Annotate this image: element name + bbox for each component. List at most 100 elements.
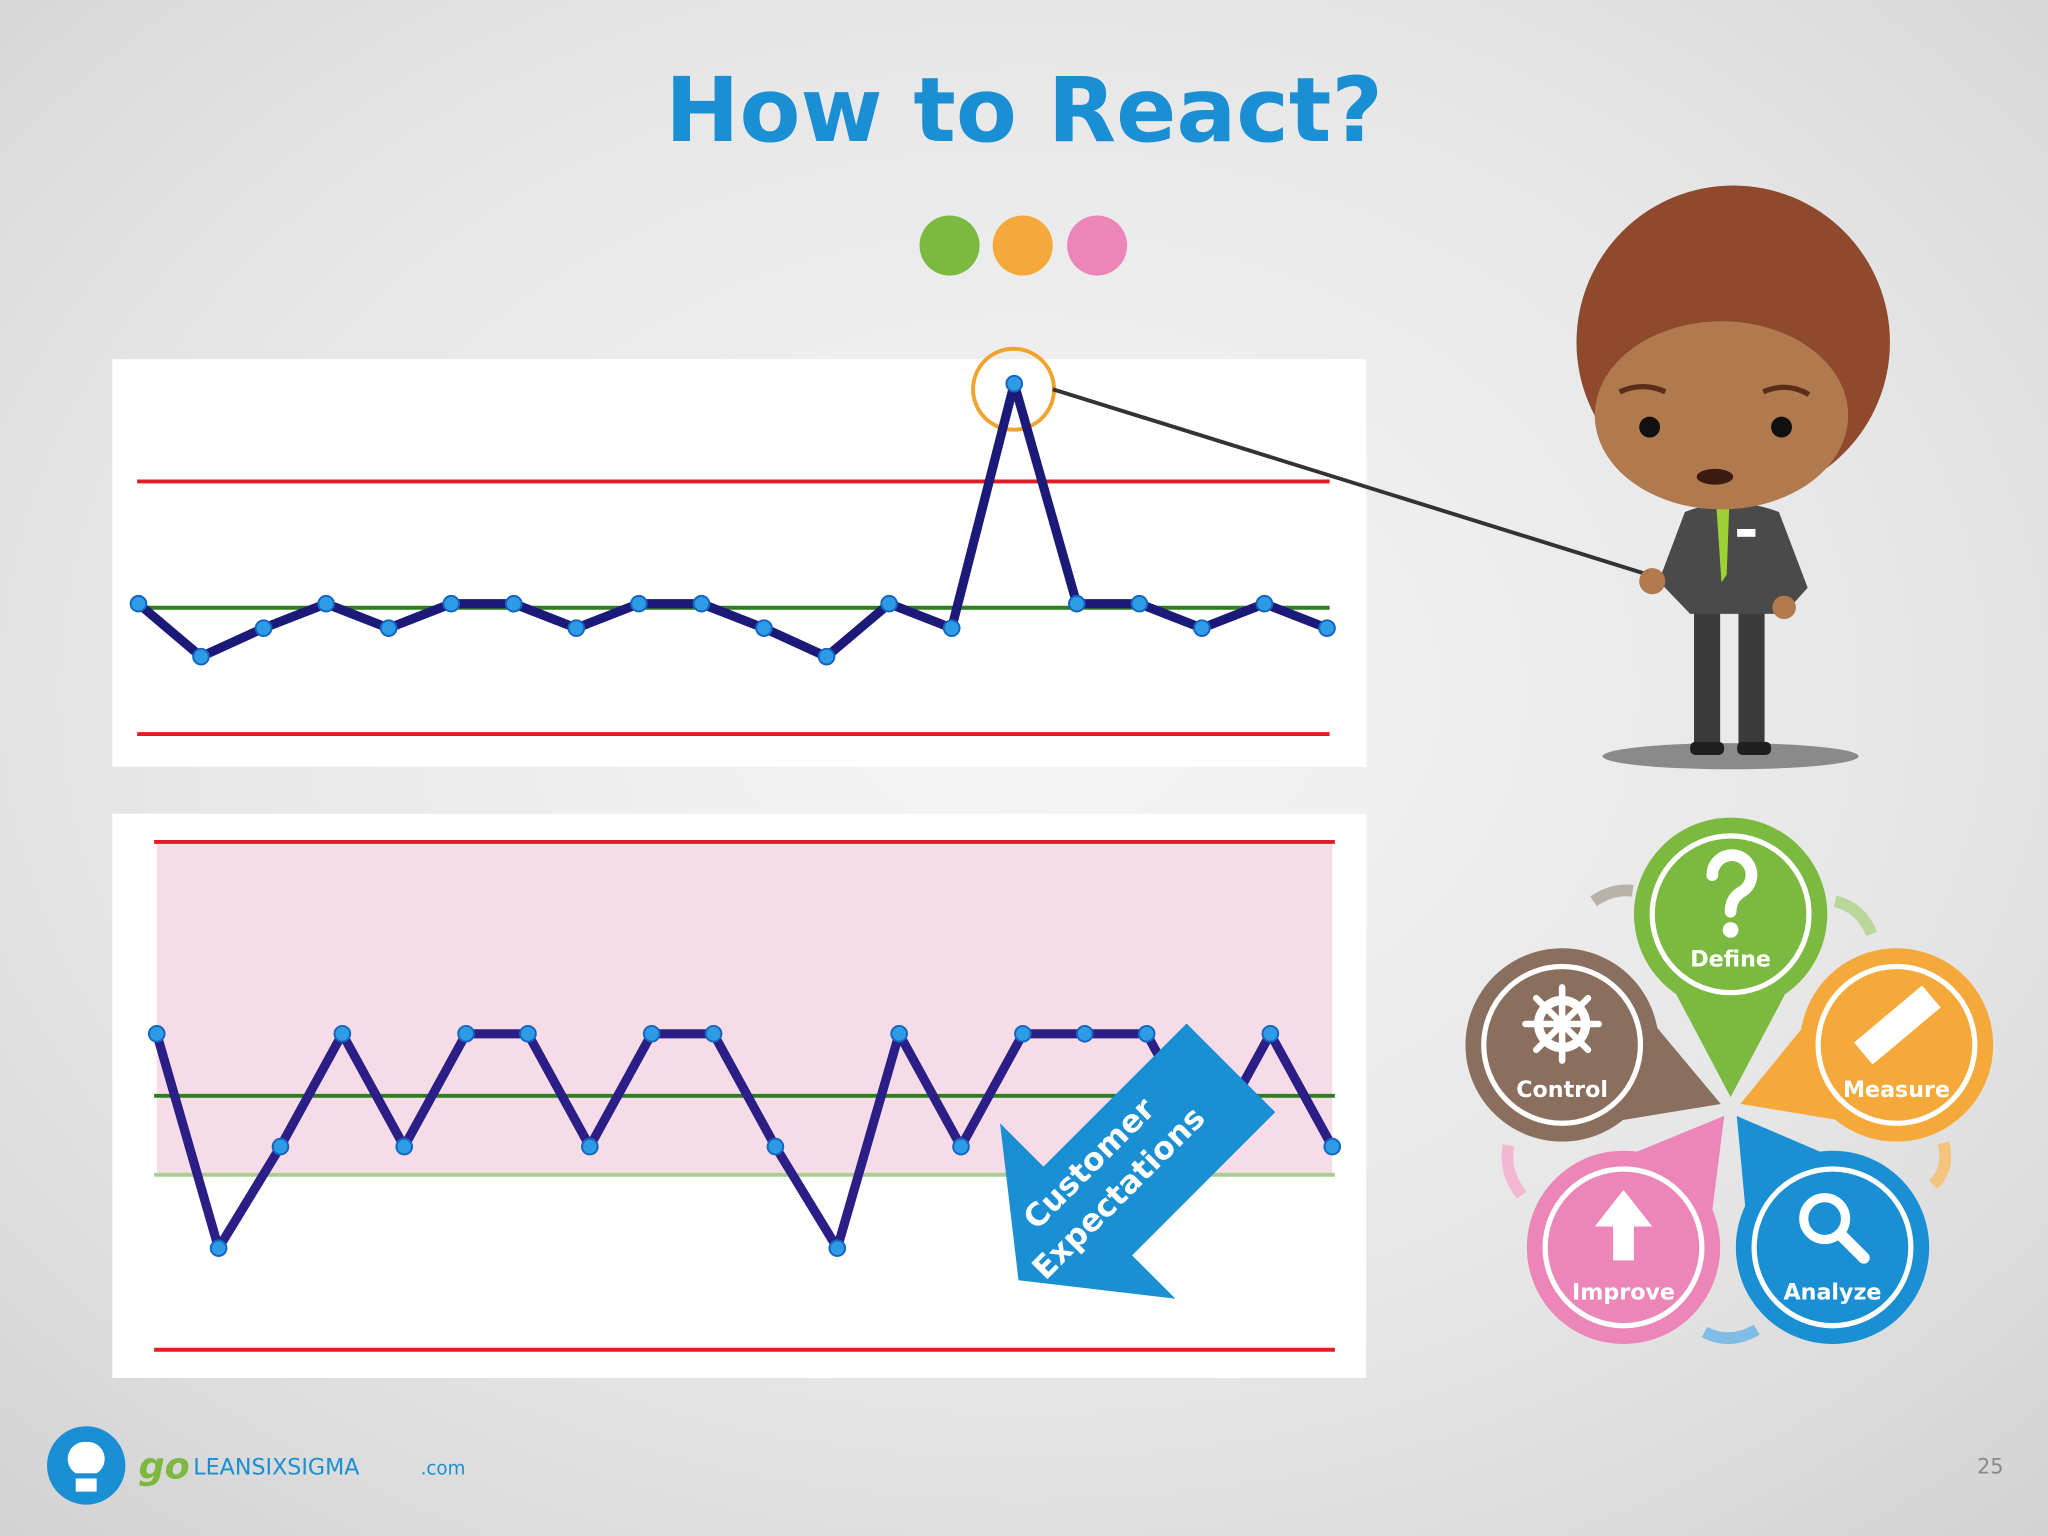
helm-spoke [1558,1020,1592,1054]
helm-spoke [1532,994,1566,1028]
data-point [1261,1024,1280,1043]
data-point [581,1137,599,1156]
petal-body [1799,948,1994,1142]
dmaic-petal: Measure [1740,948,1994,1142]
shadow [1602,743,1859,770]
ruler-icon [1854,985,1941,1065]
data-point [630,594,648,613]
data-point [642,1024,661,1043]
petal-ring [1751,1166,1914,1329]
data-point [209,1239,228,1257]
cycle-arrow [1590,884,1634,907]
petal-icon [1594,1189,1653,1261]
petal-ring [1481,963,1644,1126]
petal-label: Measure [1843,1077,1950,1103]
hand [1772,595,1796,620]
data-point [766,1137,785,1156]
data-point [333,1024,352,1043]
badge [1737,528,1756,537]
data-point [704,1024,723,1043]
data-point [395,1137,414,1156]
petal-icon [1706,849,1758,938]
leg [1738,600,1765,748]
data-point [952,1137,970,1156]
data-point [442,594,461,613]
logo-bulb [67,1441,105,1492]
data-point [379,619,398,637]
petal-ring [1815,963,1978,1126]
data-point [567,619,586,637]
up-arrow-icon [1594,1189,1653,1261]
data-point [519,1024,537,1043]
question-icon [1706,849,1758,918]
data-line [152,1029,1337,1253]
data-point [129,594,148,613]
dmaic-petal: Improve [1526,1115,1725,1344]
data-point [1075,1024,1094,1043]
magnifier-lens [1799,1193,1851,1245]
data-point [942,619,961,637]
eyebrow [1618,384,1667,395]
pointer-stick [1052,387,1649,577]
dot-pink [1067,215,1128,276]
dot-orange [992,215,1053,276]
data-point [692,594,711,613]
data-point [254,619,273,637]
dot-green [919,215,980,276]
shoe [1690,741,1725,755]
data-point [1323,1137,1342,1156]
data-point [817,647,836,666]
data-point [1014,1024,1032,1043]
dmaic-petal: Control [1465,948,1721,1142]
data-point [271,1137,290,1156]
helm-spoke [1532,1020,1566,1054]
cycle-arrow [1501,1144,1527,1199]
torso [1658,502,1808,614]
data-point [1137,1024,1156,1043]
data-point [192,647,210,666]
data-point [1130,594,1149,613]
data-point [317,594,335,613]
logo-go: go [138,1445,189,1488]
leg [1694,600,1721,748]
hand [1639,568,1666,595]
petal-ring [1649,833,1812,996]
data-point [755,619,773,637]
petal-label: Control [1516,1077,1608,1103]
data-point [890,1024,908,1043]
cycle-arrow [1928,1141,1952,1189]
petal-icon [1799,1193,1870,1264]
dmaic-petal: Define [1633,817,1828,1098]
chart-panel [112,359,1367,767]
helm-spoke [1558,994,1592,1028]
data-line [133,379,1332,662]
question-dot [1722,922,1739,938]
logo-domain: .com [421,1459,466,1480]
shoe [1737,741,1772,755]
data-point [457,1024,475,1043]
petal-icon [1854,985,1941,1065]
data-point [1318,619,1336,637]
slide-title: How to React? [665,59,1383,162]
dmaic-wheel: Define Measure Analyze Improve Control [1465,817,1994,1344]
petal-body [1735,1150,1930,1344]
mouth [1696,468,1734,485]
petal-icon [1522,984,1602,1064]
presenter-character [1576,185,1890,770]
data-point [147,1024,166,1043]
cycle-arrow [1701,1324,1760,1344]
petal-ring [1542,1166,1705,1329]
logo-name: LEANSIXSIGMA [193,1455,359,1481]
eye [1771,416,1792,438]
data-point [880,594,898,613]
cycle-arrow [1833,895,1878,937]
face [1594,321,1849,510]
data-point [504,594,523,613]
petal-label: Analyze [1783,1280,1881,1306]
data-point [1255,594,1274,613]
arrow-shape [1000,1023,1276,1299]
magnifier-handle [1834,1228,1870,1264]
data-point [1067,594,1086,613]
petal-label: Improve [1572,1280,1675,1306]
